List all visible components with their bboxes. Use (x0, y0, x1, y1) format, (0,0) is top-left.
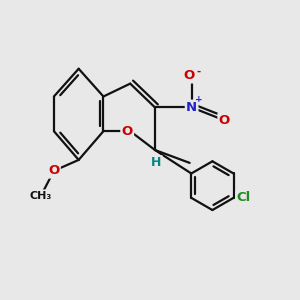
Text: Cl: Cl (236, 191, 251, 204)
Text: O: O (48, 164, 59, 177)
Text: N: N (186, 101, 197, 114)
Text: -: - (197, 66, 201, 76)
Text: O: O (219, 114, 230, 127)
Text: H: H (151, 156, 162, 170)
Text: O: O (122, 125, 133, 138)
Text: +: + (195, 95, 203, 104)
Text: O: O (183, 69, 194, 82)
Text: CH₃: CH₃ (30, 190, 52, 201)
